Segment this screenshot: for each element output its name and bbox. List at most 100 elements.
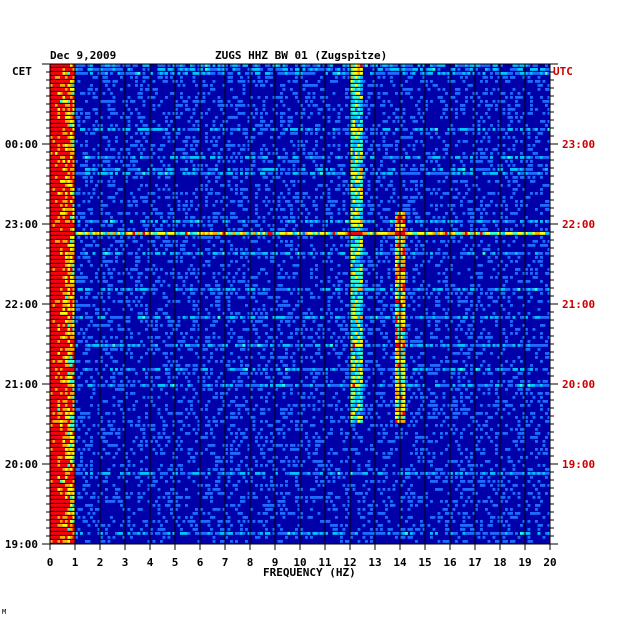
heat-cell bbox=[57, 80, 61, 83]
heat-cell bbox=[275, 232, 278, 235]
heat-cell bbox=[355, 164, 358, 167]
heat-cell bbox=[112, 108, 116, 111]
heat-cell bbox=[130, 72, 133, 75]
heat-cell bbox=[435, 288, 438, 291]
heat-cell bbox=[207, 312, 211, 315]
heat-cell bbox=[342, 68, 346, 71]
heat-cell bbox=[480, 140, 483, 143]
heat-cell bbox=[217, 284, 221, 287]
heat-cell bbox=[262, 292, 266, 295]
heat-cell bbox=[482, 224, 486, 227]
heat-cell bbox=[350, 176, 353, 179]
heat-cell bbox=[322, 148, 326, 151]
heat-cell bbox=[507, 184, 511, 187]
heat-cell bbox=[420, 168, 423, 171]
heat-cell bbox=[75, 72, 78, 75]
heat-cell bbox=[342, 204, 346, 207]
heat-cell bbox=[85, 184, 88, 187]
heat-cell bbox=[507, 80, 511, 83]
heat-cell bbox=[150, 128, 153, 131]
heat-cell bbox=[317, 80, 321, 83]
heat-cell bbox=[267, 160, 271, 163]
heat-cell bbox=[355, 308, 358, 311]
heat-cell bbox=[230, 64, 233, 67]
heat-cell bbox=[485, 132, 488, 135]
heat-cell bbox=[297, 208, 301, 211]
heat-cell bbox=[467, 292, 471, 295]
heat-cell bbox=[352, 200, 356, 203]
heat-cell bbox=[185, 192, 188, 195]
heat-cell bbox=[185, 212, 188, 215]
heat-cell bbox=[300, 200, 303, 203]
heat-cell bbox=[240, 200, 243, 203]
heat-cell bbox=[77, 280, 81, 283]
heat-cell bbox=[320, 108, 323, 111]
heat-cell bbox=[390, 232, 393, 235]
heat-cell bbox=[85, 224, 88, 227]
heat-cell bbox=[430, 156, 433, 159]
heat-cell bbox=[160, 244, 163, 247]
heat-cell bbox=[310, 272, 313, 275]
heat-cell bbox=[125, 172, 128, 175]
heat-cell bbox=[267, 188, 271, 191]
heat-cell bbox=[505, 204, 508, 207]
heat-cell bbox=[310, 312, 313, 315]
heat-cell bbox=[207, 224, 211, 227]
heat-cell bbox=[477, 300, 481, 303]
heat-cell bbox=[332, 168, 336, 171]
heat-cell bbox=[465, 76, 468, 79]
heat-cell bbox=[482, 128, 486, 131]
heat-cell bbox=[130, 276, 133, 279]
heat-cell bbox=[70, 84, 73, 87]
heat-cell bbox=[100, 208, 103, 211]
heat-cell bbox=[512, 232, 516, 235]
heat-cell bbox=[340, 236, 343, 239]
heat-cell bbox=[307, 308, 311, 311]
heat-cell bbox=[525, 288, 528, 291]
heat-cell bbox=[427, 72, 431, 75]
heat-cell bbox=[485, 88, 488, 91]
heat-cell bbox=[432, 156, 436, 159]
heat-cell bbox=[70, 140, 73, 143]
heat-cell bbox=[247, 284, 251, 287]
heat-cell bbox=[217, 292, 221, 295]
heat-cell bbox=[322, 68, 326, 71]
heat-cell bbox=[60, 192, 63, 195]
heat-cell bbox=[140, 304, 143, 307]
heat-cell bbox=[215, 236, 218, 239]
heat-cell bbox=[357, 216, 361, 219]
heat-cell bbox=[60, 260, 63, 263]
heat-cell bbox=[312, 148, 316, 151]
heat-cell bbox=[70, 280, 73, 283]
heat-cell bbox=[357, 236, 361, 239]
heat-cell bbox=[115, 240, 118, 243]
heat-cell bbox=[305, 288, 308, 291]
heat-cell bbox=[250, 96, 253, 99]
heat-cell bbox=[67, 124, 71, 127]
heat-cell bbox=[342, 192, 346, 195]
heat-cell bbox=[527, 112, 531, 115]
heat-cell bbox=[140, 288, 143, 291]
heat-cell bbox=[232, 64, 236, 67]
heat-cell bbox=[52, 160, 56, 163]
heat-cell bbox=[355, 204, 358, 207]
heat-cell bbox=[180, 244, 183, 247]
heat-cell bbox=[72, 204, 76, 207]
heat-cell bbox=[385, 304, 388, 307]
heat-cell bbox=[300, 112, 303, 115]
heat-cell bbox=[182, 64, 186, 67]
heat-cell bbox=[102, 160, 106, 163]
heat-cell bbox=[490, 292, 493, 295]
heat-cell bbox=[72, 300, 76, 303]
heat-cell bbox=[370, 204, 373, 207]
heat-cell bbox=[400, 260, 403, 263]
heat-cell bbox=[502, 276, 506, 279]
heat-cell bbox=[447, 292, 451, 295]
heat-cell bbox=[467, 232, 471, 235]
heat-cell bbox=[235, 312, 238, 315]
heat-cell bbox=[392, 64, 396, 67]
heat-cell bbox=[240, 192, 243, 195]
heat-cell bbox=[292, 80, 296, 83]
heat-cell bbox=[50, 240, 53, 243]
heat-cell bbox=[327, 108, 331, 111]
